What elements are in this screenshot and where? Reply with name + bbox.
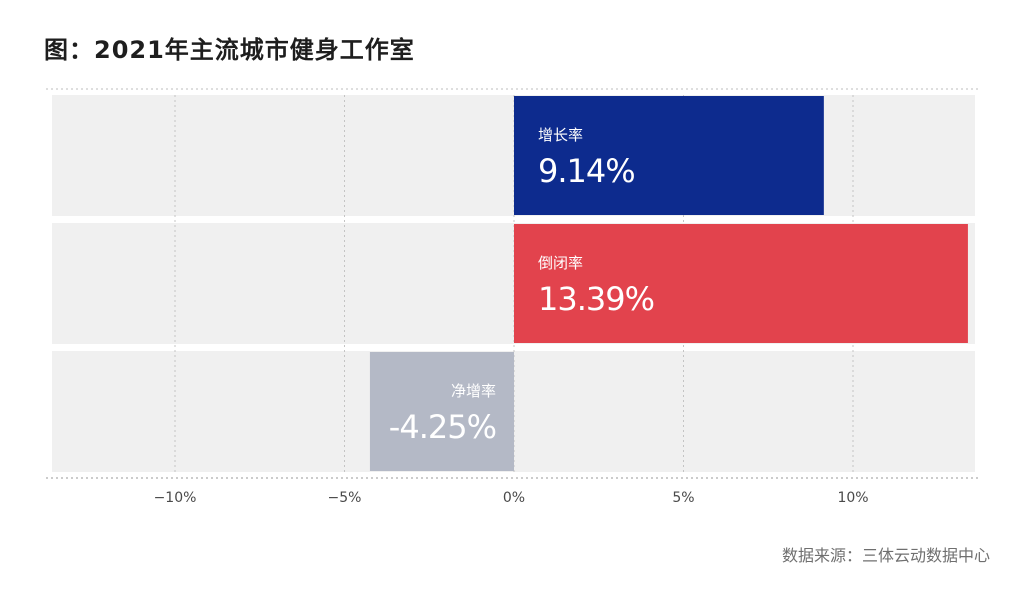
x-tick-label: 5% (672, 490, 694, 506)
source-note: 数据来源：三体云动数据中心 (781, 546, 990, 565)
bars (369, 96, 968, 471)
value-label: -4.25% (389, 408, 496, 446)
chart-title: 图：2021年主流城市健身工作室 (44, 36, 415, 64)
x-tick-label: −10% (154, 490, 197, 506)
bar (514, 96, 824, 215)
x-tick-label: 0% (503, 490, 525, 506)
category-label: 增长率 (538, 126, 583, 144)
x-tick-label: 10% (837, 490, 868, 506)
x-tick-label: −5% (328, 490, 362, 506)
x-axis: −10% −5% 0% 5% 10% (46, 477, 980, 506)
bar (369, 352, 514, 471)
value-label: 9.14% (538, 152, 635, 190)
grid-lines (46, 88, 980, 472)
bar (514, 224, 968, 343)
category-label: 净增率 (451, 382, 496, 400)
value-label: 13.39% (538, 280, 654, 318)
category-label: 倒闭率 (538, 254, 583, 272)
bar-labels: 增长率 9.14% 倒闭率 13.39% 净增率 -4.25% (389, 126, 655, 446)
